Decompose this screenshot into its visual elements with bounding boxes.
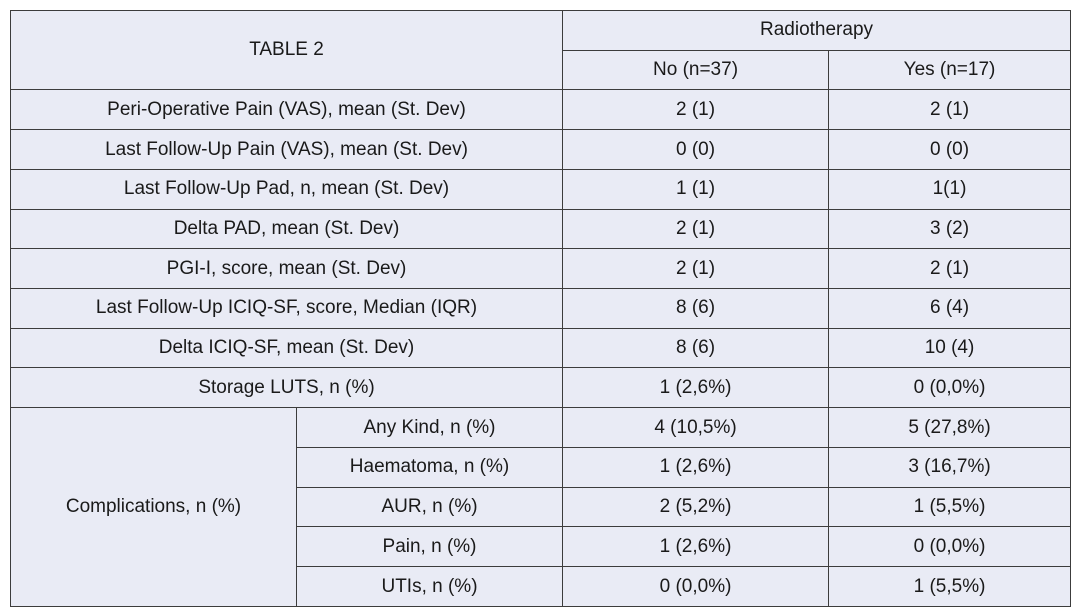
cell-yes: 3 (2) [828, 208, 1072, 250]
row-label: Storage LUTS, n (%) [9, 367, 564, 409]
table-row: Storage LUTS, n (%) 1 (2,6%) 0 (0,0%) [9, 367, 1072, 409]
cell-yes: 3 (16,7%) [828, 446, 1072, 488]
table-row: Complications, n (%) Any Kind, n (%) 4 (… [10, 407, 1072, 607]
cell-no: 4 (10,5%) [562, 407, 830, 448]
header-row-columns: No (n=37) Yes (n=17) [11, 49, 1072, 91]
cell-no: 2 (1) [562, 248, 830, 290]
header-row-group: TABLE 2 Radiotherapy [9, 9, 1072, 91]
sub-row-label: AUR, n (%) [295, 486, 564, 528]
table-row: Last Follow-Up ICIQ-SF, score, Median (I… [9, 288, 1072, 329]
table-row: UTIs, n (%) 0 (0,0%) 1 (5,5%) [11, 566, 1072, 607]
table-row: Haematoma, n (%) 1 (2,6%) 3 (16,7%) [11, 446, 1072, 488]
sub-row-label: Any Kind, n (%) [295, 407, 564, 448]
row-label: Peri-Operative Pain (VAS), mean (St. Dev… [9, 89, 564, 131]
cell-yes: 0 (0,0%) [828, 367, 1072, 409]
row-label: Delta PAD, mean (St. Dev) [9, 208, 564, 250]
results-table: TABLE 2 Radiotherapy No (n=37) Yes (n=17… [9, 9, 1072, 607]
cell-yes: 1(1) [828, 168, 1072, 210]
sub-row-label: Pain, n (%) [295, 526, 564, 568]
cell-yes: 2 (1) [828, 248, 1072, 290]
cell-no: 1 (2,6%) [562, 526, 830, 568]
cell-no: 1 (2,6%) [562, 367, 830, 409]
table-title: TABLE 2 [9, 9, 564, 91]
cell-yes: 0 (0,0%) [828, 526, 1072, 568]
table-row: Delta PAD, mean (St. Dev) 2 (1) 3 (2) [9, 208, 1072, 250]
cell-no: 2 (1) [562, 208, 830, 250]
row-label: Delta ICIQ-SF, mean (St. Dev) [9, 327, 564, 369]
table-row: Peri-Operative Pain (VAS), mean (St. Dev… [9, 89, 1072, 131]
cell-yes: 5 (27,8%) [828, 407, 1072, 448]
cell-yes: 1 (5,5%) [828, 566, 1072, 607]
row-label: PGI-I, score, mean (St. Dev) [9, 248, 564, 290]
column-header-yes: Yes (n=17) [828, 49, 1072, 91]
cell-no: 1 (2,6%) [562, 446, 830, 488]
table-row: Delta ICIQ-SF, mean (St. Dev) 8 (6) 10 (… [9, 327, 1072, 369]
table-row: Last Follow-Up Pad, n, mean (St. Dev) 1 … [9, 168, 1072, 210]
row-label: Last Follow-Up Pad, n, mean (St. Dev) [9, 168, 564, 210]
cell-yes: 2 (1) [828, 89, 1072, 131]
cell-no: 1 (1) [562, 168, 830, 210]
sub-row-label: Haematoma, n (%) [295, 446, 564, 488]
table-row: Last Follow-Up Pain (VAS), mean (St. Dev… [9, 129, 1072, 170]
cell-no: 2 (1) [562, 89, 830, 131]
table-row: PGI-I, score, mean (St. Dev) 2 (1) 2 (1) [9, 248, 1072, 290]
cell-yes: 10 (4) [828, 327, 1072, 369]
sub-row-label: UTIs, n (%) [295, 566, 564, 607]
group-header-radiotherapy: Radiotherapy [562, 10, 1072, 51]
cell-yes: 6 (4) [828, 288, 1072, 329]
cell-no: 8 (6) [562, 327, 830, 369]
complications-group-label: Complications, n (%) [10, 407, 297, 607]
cell-yes: 1 (5,5%) [828, 486, 1072, 528]
table-row: AUR, n (%) 2 (5,2%) 1 (5,5%) [11, 486, 1072, 528]
cell-no: 0 (0,0%) [562, 566, 830, 607]
cell-no: 2 (5,2%) [562, 486, 830, 528]
cell-no: 8 (6) [562, 288, 830, 329]
column-header-no: No (n=37) [562, 49, 830, 91]
row-label: Last Follow-Up Pain (VAS), mean (St. Dev… [9, 129, 564, 170]
cell-no: 0 (0) [562, 129, 830, 170]
cell-yes: 0 (0) [828, 129, 1072, 170]
row-label: Last Follow-Up ICIQ-SF, score, Median (I… [9, 288, 564, 329]
table-row: Pain, n (%) 1 (2,6%) 0 (0,0%) [11, 526, 1072, 568]
